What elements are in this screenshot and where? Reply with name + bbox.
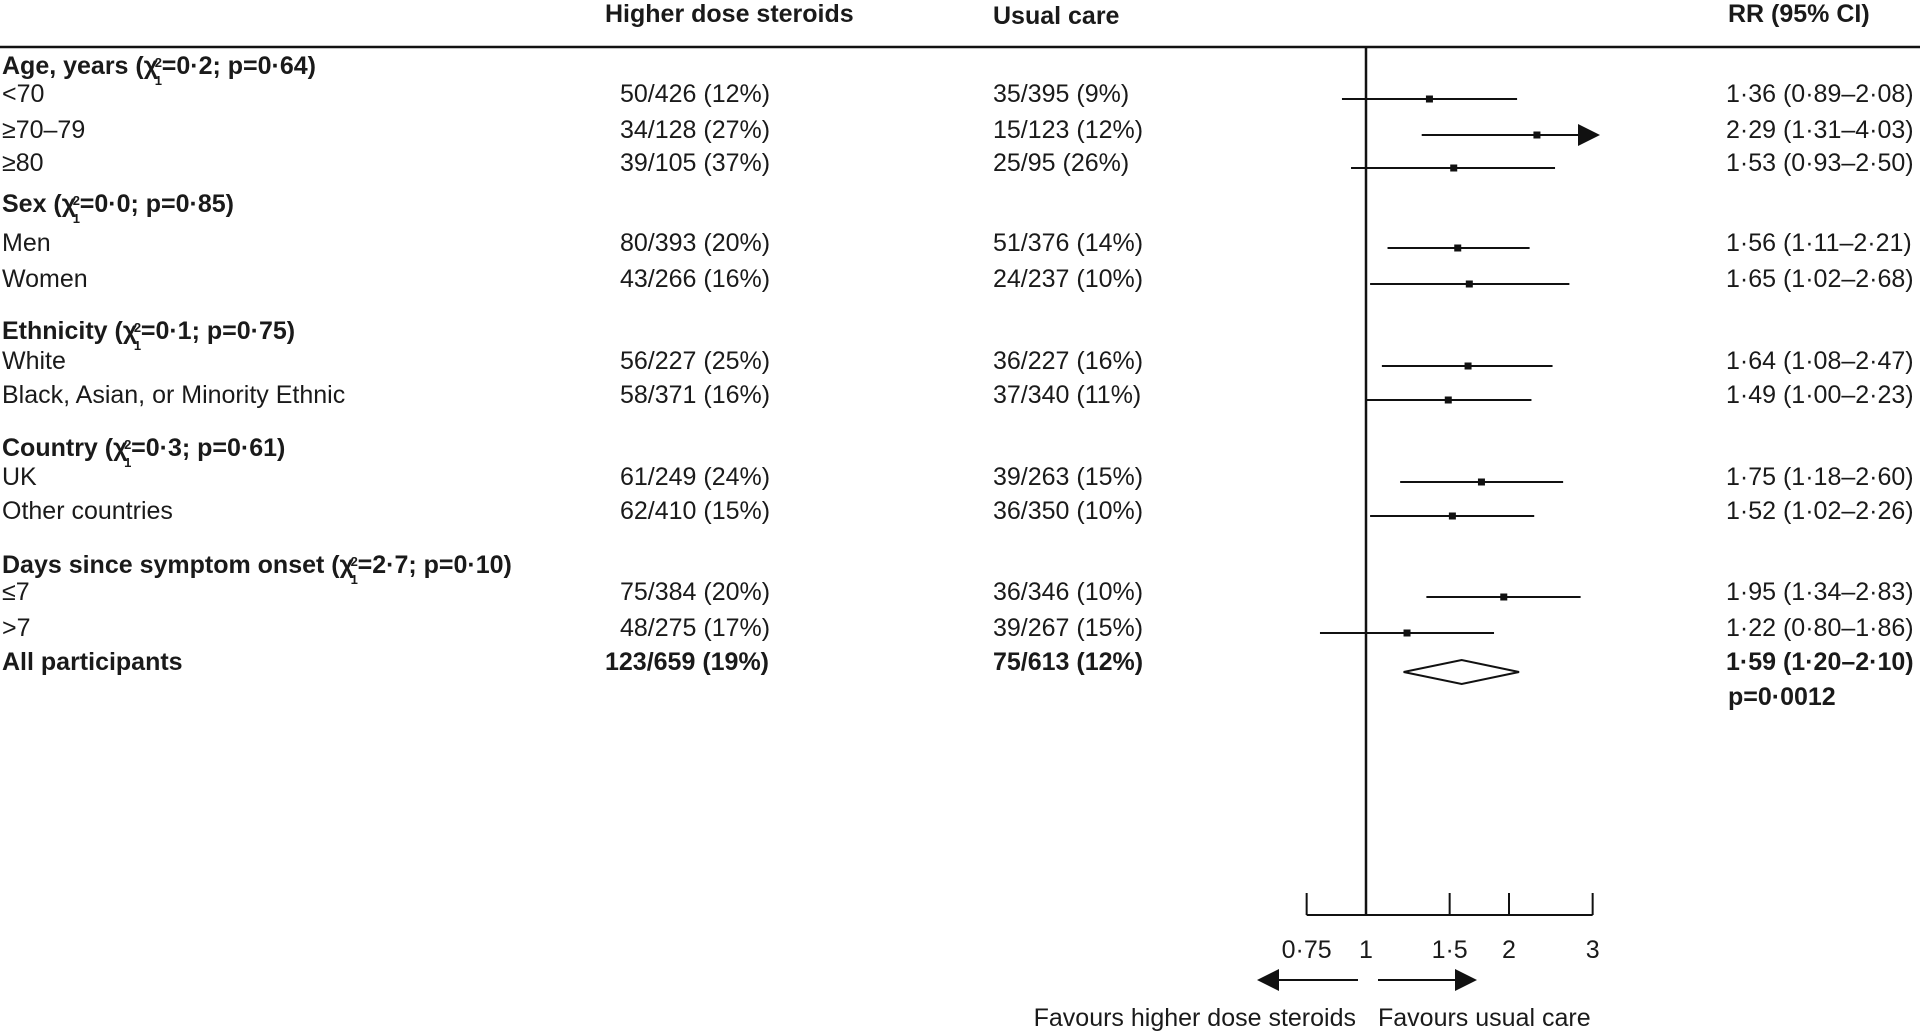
point-estimate [1465,280,1473,288]
point-estimate [1477,478,1485,486]
row-label: UK [2,463,37,491]
control-events: 25/95 (26%) [993,149,1130,177]
treatment-events: 50/426 (12%) [620,80,771,108]
row-label: Women [2,265,88,293]
favours-right-arrow [1455,969,1477,991]
overall-p-value: p=0·0012 [1728,683,1836,711]
point-estimate [1448,512,1456,520]
treatment-events: 62/410 (15%) [620,497,771,525]
row-label: Men [2,229,51,257]
treatment-events: 43/266 (16%) [620,265,771,293]
group-label: Sex (χ 2 1 =0·0; p=0·85) [2,189,235,226]
row-label: ≥70–79 [2,116,86,144]
overall-label: All participants [2,648,183,676]
x-tick-label: 2 [1502,936,1516,964]
group-stat-text: =0·1; p=0·75) [140,317,296,345]
rr-value: 2·29 (1·31–4·03) [1726,116,1914,144]
point-estimate [1464,362,1472,370]
group-stat-text: =0·3; p=0·61) [131,434,286,462]
rr-value: 1·56 (1·11–2·21) [1726,229,1912,257]
favours-left-label: Favours higher dose steroids [1034,1004,1356,1032]
point-estimate [1425,95,1433,103]
row-label: ≤7 [2,578,30,606]
row-label: Other countries [2,497,173,525]
group-label: Ethnicity (χ 2 1 =0·1; p=0·75) [2,316,296,353]
control-events: 51/376 (14%) [993,229,1144,257]
favours-left-arrow [1257,969,1279,991]
group-label-text: Sex ( [2,190,62,218]
row-label: <70 [2,80,45,108]
point-estimate [1444,396,1452,404]
row-label: White [2,347,66,375]
overall-control-events: 75/613 (12%) [993,648,1144,676]
rr-value: 1·75 (1·18–2·60) [1726,463,1914,491]
treatment-events: 80/393 (20%) [620,229,771,257]
treatment-events: 39/105 (37%) [620,149,771,177]
header-effect: RR (95% CI) [1728,0,1870,28]
control-events: 39/267 (15%) [993,614,1144,642]
row-label: >7 [2,614,31,642]
row-label: Black, Asian, or Minority Ethnic [2,381,346,409]
group-label-text: Age, years ( [2,52,144,80]
ci-arrow [1578,124,1600,146]
treatment-events: 56/227 (25%) [620,347,771,375]
group-stat-text: =0·2; p=0·64) [161,52,316,80]
rr-value: 1·65 (1·02–2·68) [1726,265,1914,293]
control-events: 37/340 (11%) [993,381,1142,409]
group-label: Age, years (χ 2 1 =0·2; p=0·64) [2,51,316,88]
treatment-events: 61/249 (24%) [620,463,771,491]
point-estimate [1450,164,1458,172]
overall-treatment-events: 123/659 (19%) [605,648,770,676]
control-events: 39/263 (15%) [993,463,1144,491]
rr-value: 1·95 (1·34–2·83) [1726,578,1914,606]
group-label-text: Days since symptom onset ( [2,551,340,579]
treatment-events: 75/384 (20%) [620,578,771,606]
overall-diamond [1403,658,1520,686]
group-label-text: Ethnicity ( [2,317,123,345]
x-tick-label: 0·75 [1282,936,1332,964]
overall-rr-value: 1·59 (1·20–2·10) [1726,648,1914,676]
rr-value: 1·49 (1·00–2·23) [1726,381,1914,409]
control-events: 24/237 (10%) [993,265,1144,293]
group-label: Country (χ 2 1 =0·3; p=0·61) [2,433,286,470]
point-estimate [1500,593,1508,601]
point-estimate [1403,629,1411,637]
control-events: 36/227 (16%) [993,347,1144,375]
header-control: Usual care [993,2,1120,30]
favours-right-label: Favours usual care [1378,1004,1591,1032]
treatment-events: 48/275 (17%) [620,614,771,642]
rr-value: 1·53 (0·93–2·50) [1726,149,1914,177]
point-estimate [1454,244,1462,252]
rr-value: 1·64 (1·08–2·47) [1726,347,1914,375]
treatment-events: 34/128 (27%) [620,116,771,144]
row-label: ≥80 [2,149,44,177]
group-label-text: Country ( [2,434,114,462]
x-tick-label: 1 [1359,936,1373,964]
group-stat-text: =0·0; p=0·85) [79,190,235,218]
x-tick-label: 1·5 [1432,936,1468,964]
control-events: 15/123 (12%) [993,116,1144,144]
header-treatment: Higher dose steroids [605,0,854,28]
control-events: 36/350 (10%) [993,497,1144,525]
rr-value: 1·36 (0·89–2·08) [1726,80,1914,108]
rr-value: 1·52 (1·02–2·26) [1726,497,1914,525]
group-stat-text: =2·7; p=0·10) [357,551,512,579]
control-events: 35/395 (9%) [993,80,1130,108]
rr-value: 1·22 (0·80–1·86) [1726,614,1914,642]
treatment-events: 58/371 (16%) [620,381,771,409]
group-label: Days since symptom onset (χ 2 1 =2·7; p=0·1… [2,550,512,587]
control-events: 36/346 (10%) [993,578,1144,606]
x-tick-label: 3 [1586,936,1600,964]
point-estimate [1533,131,1541,139]
